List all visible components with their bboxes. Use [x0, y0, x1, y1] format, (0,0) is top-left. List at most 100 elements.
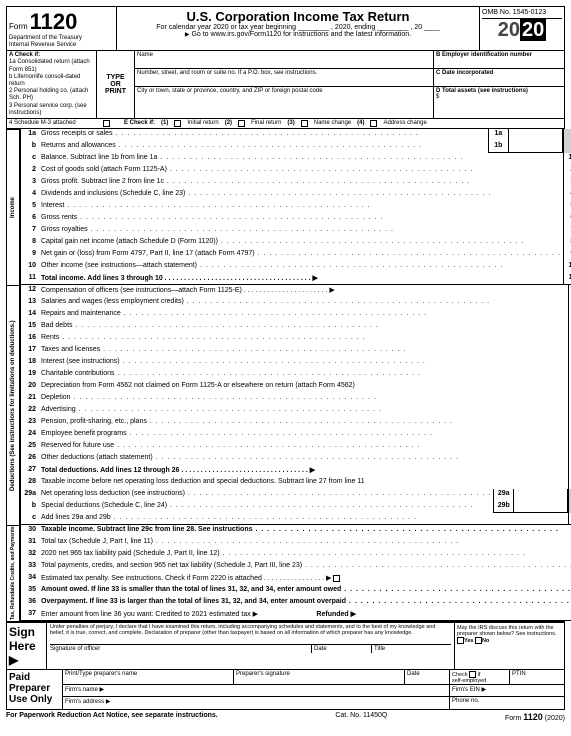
perjury-statement: Under penalties of perjury, I declare th…: [50, 624, 451, 636]
income-section: Income 1aGross receipts or sales1a bRetu…: [6, 129, 565, 285]
tax-year: 2020: [482, 19, 562, 42]
check-3: 3 Personal service corp. (see instructio…: [9, 103, 94, 117]
city-field[interactable]: City or town, state or province, country…: [135, 87, 433, 105]
check-2: 2 Personal holding co. (attach Sch. PH): [9, 88, 94, 102]
line-36-desc: Overpayment. If line 33 is larger than t…: [39, 597, 571, 609]
total-assets-field[interactable]: D Total assets (see instructions)$: [434, 87, 564, 105]
dept-line-2: Internal Revenue Service: [9, 42, 114, 49]
sign-date-field[interactable]: Date: [311, 644, 371, 653]
self-employed-check[interactable]: Check ifself-employed: [449, 670, 509, 684]
line-5-desc: Interest: [39, 201, 563, 213]
line-6-desc: Gross rents: [39, 213, 563, 225]
page-footer: For Paperwork Reduction Act Notice, see …: [6, 710, 565, 724]
checkbox-yes[interactable]: [457, 637, 464, 644]
line-7-desc: Gross royalties: [39, 225, 563, 237]
line-11-desc: Total income. Add lines 3 through 10 . .…: [39, 273, 563, 284]
line-29c-desc: Add lines 29a and 29b: [39, 513, 568, 524]
form-label: Form: [9, 22, 28, 31]
name-address-column: Name Number, street, and room or suite n…: [135, 51, 434, 118]
form-number: 1120: [30, 9, 78, 34]
form-subtitle-2: Go to www.irs.gov/Form1120 for instructi…: [119, 31, 477, 38]
form-header: Form 1120 Department of the Treasury Int…: [6, 6, 565, 51]
irs-discuss-box: May the IRS discuss this return with the…: [454, 623, 564, 669]
line-32-desc: 2020 net 965 tax liability paid (Schedul…: [39, 549, 571, 561]
line-2-desc: Cost of goods sold (attach Form 1125-A): [39, 165, 563, 177]
preparer-sig-field[interactable]: Preparer's signature: [233, 670, 404, 684]
line-3-desc: Gross profit. Subtract line 2 from line …: [39, 177, 563, 189]
footer-left: For Paperwork Reduction Act Notice, see …: [6, 712, 218, 722]
line-10-desc: Other income (see instructions—attach st…: [39, 261, 563, 273]
omb-number: OMB No. 1545-0123: [482, 9, 562, 19]
ein-field[interactable]: B Employer identification number: [434, 51, 564, 69]
tax-tab: Tax, Refundable Credits, and Payments: [6, 525, 20, 621]
line-8-desc: Capital gain net income (attach Schedule…: [39, 237, 563, 249]
line-18-desc: Interest (see instructions): [39, 357, 568, 369]
line-28-desc: Taxable income before net operating loss…: [39, 477, 568, 489]
checkbox-m3[interactable]: [103, 120, 110, 127]
form-title: U.S. Corporation Income Tax Return: [119, 9, 477, 24]
line-34-desc: Estimated tax penalty. See instructions.…: [39, 573, 571, 585]
line-1b-desc: Returns and allowances: [39, 141, 488, 153]
date-inc-field[interactable]: C Date incorporated: [434, 69, 564, 87]
line-20-desc: Depreciation from Form 4562 not claimed …: [39, 381, 568, 393]
e-label: E Check if:: [124, 120, 155, 126]
line-12-desc: Compensation of officers (see instructio…: [39, 285, 568, 297]
line-22-desc: Advertising: [39, 405, 568, 417]
line-1a-amount[interactable]: [508, 129, 563, 141]
line-35-desc: Amount owed. If line 33 is smaller than …: [39, 585, 571, 597]
name-field[interactable]: Name: [135, 51, 433, 69]
check-4: 4 Schedule M-3 attached: [9, 120, 97, 126]
type-or-print: TYPE OR PRINT: [97, 51, 135, 118]
line-30-desc: Taxable income. Subtract line 29c from l…: [39, 525, 571, 537]
checkbox-final[interactable]: [238, 120, 245, 127]
firm-ein-field[interactable]: Firm's EIN ▶: [449, 685, 564, 696]
line-17-desc: Taxes and licenses: [39, 345, 568, 357]
checkbox-initial[interactable]: [174, 120, 181, 127]
line-23-desc: Pension, profit-sharing, etc., plans: [39, 417, 568, 429]
line-33-desc: Total payments, credits, and section 965…: [39, 561, 571, 573]
info-block: A Check if: 1a Consolidated return (atta…: [6, 51, 565, 119]
firm-address-field[interactable]: Firm's address ▶: [63, 697, 449, 709]
deductions-tab: Deductions (See instructions for limitat…: [6, 285, 20, 525]
check-1b: b Life/nonlife consoli-dated return: [9, 74, 94, 88]
address-field[interactable]: Number, street, and room or suite no. If…: [135, 69, 433, 87]
line-14-desc: Repairs and maintenance: [39, 309, 568, 321]
checkbox-addr-change[interactable]: [370, 120, 377, 127]
preparer-date-field[interactable]: Date: [404, 670, 449, 684]
line-26-desc: Other deductions (attach statement): [39, 453, 568, 465]
line-29a-amount[interactable]: [513, 489, 568, 501]
check-1a: 1a Consolidated return (attach Form 851): [9, 59, 94, 73]
sign-here-block: Sign Here ▶ Under penalties of perjury, …: [6, 621, 565, 670]
line-25-desc: Reserved for future use: [39, 441, 568, 453]
sign-title-field[interactable]: Title: [371, 644, 451, 653]
checkbox-no[interactable]: [475, 637, 482, 644]
checkbox-name-change[interactable]: [301, 120, 308, 127]
line-29b-amount[interactable]: [513, 501, 568, 513]
line-15-desc: Bad debts: [39, 321, 568, 333]
income-tab: Income: [6, 129, 20, 285]
signature-officer-field[interactable]: Signature of officer: [50, 644, 311, 653]
line-1a-desc: Gross receipts or sales: [39, 129, 488, 141]
header-left: Form 1120 Department of the Treasury Int…: [7, 7, 117, 50]
firm-name-field[interactable]: Firm's name ▶: [63, 685, 449, 696]
line-19-desc: Charitable contributions: [39, 369, 568, 381]
e-check-row: 4 Schedule M-3 attached E Check if: (1)I…: [6, 119, 565, 129]
line-27-desc: Total deductions. Add lines 12 through 2…: [39, 465, 568, 477]
right-info-column: B Employer identification number C Date …: [434, 51, 564, 118]
checkbox-2220[interactable]: [333, 575, 340, 582]
ptin-field[interactable]: PTIN: [509, 670, 564, 684]
line-16-desc: Rents: [39, 333, 568, 345]
deductions-section: Deductions (See instructions for limitat…: [6, 285, 565, 525]
header-center: U.S. Corporation Income Tax Return For c…: [117, 7, 479, 50]
line-29b-desc: Special deductions (Schedule C, line 24): [39, 501, 493, 513]
header-right: OMB No. 1545-0123 2020: [479, 7, 564, 50]
firm-phone-field[interactable]: Phone no.: [449, 697, 564, 709]
check-if-column: A Check if: 1a Consolidated return (atta…: [7, 51, 97, 118]
footer-right: Form 1120 (2020): [505, 712, 565, 722]
line-1b-amount[interactable]: [508, 141, 563, 153]
preparer-name-field[interactable]: Print/Type preparer's name: [63, 670, 233, 684]
tax-section: Tax, Refundable Credits, and Payments 30…: [6, 525, 565, 621]
dept-line-1: Department of the Treasury: [9, 35, 114, 42]
line-31-desc: Total tax (Schedule J, Part I, line 11): [39, 537, 571, 549]
paid-preparer-label: PaidPreparerUse Only: [7, 670, 62, 709]
